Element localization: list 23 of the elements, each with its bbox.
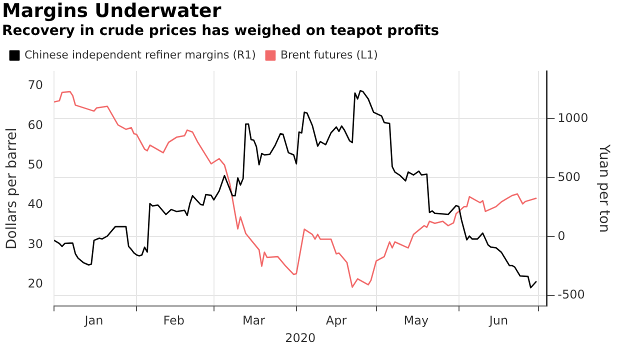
- x-tick-label: Apr: [326, 314, 347, 328]
- y2-tick-label: 500: [558, 170, 581, 184]
- x-tick-label: Feb: [163, 314, 185, 328]
- legend-label: Chinese independent refiner margins (R1): [24, 48, 256, 62]
- x-tick-label: Jun: [488, 314, 508, 328]
- x-tick-label: Mar: [242, 314, 266, 328]
- y-tick-label: 40: [28, 197, 44, 212]
- x-tick-label: Jan: [84, 314, 104, 328]
- y-axis-title: Dollars per barrel: [4, 128, 20, 250]
- y2-tick-label: -500: [558, 288, 585, 302]
- y2-tick-label: 0: [558, 228, 566, 243]
- y-tick-label: 30: [28, 236, 44, 251]
- x-axis-title: 2020: [285, 330, 316, 345]
- y2-axis-title: Yuan per ton: [596, 143, 612, 233]
- y-tick-label: 50: [28, 158, 44, 172]
- legend-label: Brent futures (L1): [280, 48, 378, 62]
- y-tick-label: 70: [28, 78, 44, 92]
- chart-title: Margins Underwater: [2, 0, 222, 22]
- y-tick-label: 20: [28, 276, 44, 291]
- chart-subtitle: Recovery in crude prices has weighed on teapot profits: [2, 22, 440, 40]
- x-tick-label: May: [404, 314, 429, 328]
- y-tick-label: 60: [28, 118, 44, 132]
- y2-tick-label: 1000: [558, 110, 588, 125]
